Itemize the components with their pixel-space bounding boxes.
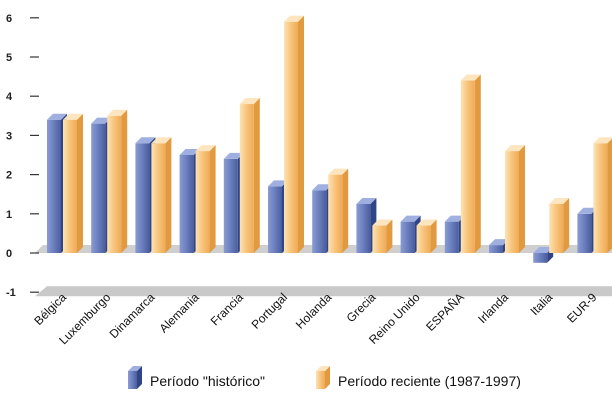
y-tick-label: 0 — [6, 248, 12, 260]
bar — [107, 109, 128, 253]
category-label: Holanda — [293, 290, 335, 332]
category-label: Portugal — [249, 290, 291, 332]
bars — [47, 15, 612, 263]
legend-item: Período "histórico" — [128, 366, 265, 389]
legend-item: Período reciente (1987-1997) — [316, 366, 521, 389]
y-tick-label: 1 — [6, 209, 12, 221]
bar — [416, 219, 437, 253]
bar — [328, 168, 349, 253]
y-tick-label: 5 — [6, 52, 12, 64]
bar — [195, 145, 216, 253]
bar — [239, 98, 260, 253]
legend-label: Período "histórico" — [150, 373, 265, 389]
y-axis: -1 0 1 2 3 4 5 6 — [6, 13, 39, 299]
y-tick-label: 6 — [6, 13, 12, 25]
bar — [549, 198, 570, 253]
y-tick-label: 4 — [6, 91, 13, 103]
base-band — [35, 286, 612, 297]
bar — [151, 137, 172, 253]
legend-label: Período reciente (1987-1997) — [338, 373, 521, 389]
bar — [505, 145, 525, 253]
y-tick-label: 2 — [6, 170, 12, 182]
legend-swatch — [316, 366, 330, 389]
category-label: ESPAÑA — [423, 290, 467, 334]
bar — [372, 219, 393, 253]
bar — [460, 74, 481, 254]
bar — [63, 113, 83, 253]
bar — [593, 137, 612, 253]
legend-swatch — [128, 366, 142, 389]
bar — [284, 15, 304, 253]
y-tick-label: -1 — [6, 287, 16, 299]
category-label: Alemania — [156, 290, 202, 336]
category-label: Dinamarca — [107, 290, 158, 341]
y-tick-label: 3 — [6, 130, 12, 142]
legend: Período "histórico" Período reciente (198… — [128, 366, 521, 389]
